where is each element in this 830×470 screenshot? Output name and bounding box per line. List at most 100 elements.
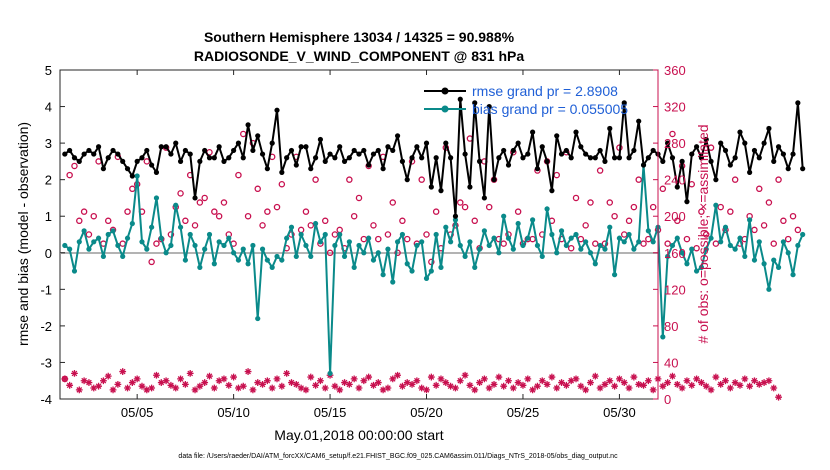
legend-rmse-marker [441,87,449,95]
bias-point [153,195,160,201]
assimilated-obs-marker [235,384,242,392]
bias-point [583,239,589,245]
bias-point [795,242,801,249]
bias-point [163,250,169,256]
assimilated-obs-marker [722,377,729,385]
y-axis-label: rmse and bias (model - observation) [15,122,31,346]
assimilated-obs-marker [693,375,700,383]
rmse-point [115,151,121,157]
assimilated-obs-marker [572,375,580,383]
assimilated-obs-marker [726,384,734,392]
assimilated-obs-marker [365,373,373,381]
bias-point [510,246,516,252]
bias-line [64,164,804,375]
rmse-point [611,155,618,161]
y2-tick-label: 320 [664,100,686,115]
possible-obs-marker [461,203,469,211]
rmse-point [95,144,102,150]
rmse-point [491,177,497,183]
bias-point [520,242,526,249]
rmse-point [693,144,700,150]
rmse-point [448,155,454,161]
assimilated-obs-marker [611,382,618,390]
bias-point [433,231,439,238]
rmse-point [293,162,299,168]
bias-point [737,235,743,241]
bias-point [86,246,92,252]
y-tick-label: 1 [45,209,52,224]
assimilated-obs-marker [341,379,348,386]
assimilated-obs-marker [770,384,778,392]
y2-tick-label: 160 [664,246,686,261]
bias-point [742,253,748,260]
possible-obs-marker [683,235,691,243]
bias-point [525,235,531,241]
rmse-point [597,147,603,154]
assimilated-obs-marker [85,379,93,386]
assimilated-obs-marker [254,379,262,386]
rmse-point [558,151,565,157]
bias-point [689,246,695,252]
rmse-point [583,151,589,157]
possible-obs-marker [355,194,363,202]
rmse-point [602,158,608,164]
rmse-point [568,155,574,161]
assimilated-obs-marker [688,381,696,389]
rmse-point [231,147,237,154]
possible-obs-marker [264,208,271,215]
assimilated-obs-marker [71,370,78,377]
assimilated-obs-marker [452,384,459,392]
data-file-footnote: data file: /Users/raeder/DAI/ATM_forcXX/… [178,453,618,460]
possible-obs-marker [457,199,464,206]
rmse-point [240,155,246,161]
rmse-point [221,158,227,164]
bias-point [732,246,738,252]
rmse-point [496,155,502,161]
bias-point [800,231,806,238]
bias-point [544,206,550,212]
bias-point [332,242,338,249]
assimilated-obs-marker [345,380,353,388]
bias-point [558,228,565,234]
assimilated-obs-marker [587,379,594,386]
rmse-point [366,162,372,168]
possible-obs-marker [71,162,78,170]
possible-obs-marker [307,222,315,229]
bias-point [139,239,145,245]
rmse-point [563,147,569,154]
bias-point [549,231,555,238]
y-tick-label: -1 [40,282,52,297]
legend: rmse grand pr = 2.8908 bias grand pr = 0… [424,83,628,117]
bias-point [129,220,135,227]
rmse-point [177,158,184,164]
possible-obs-marker [399,217,406,225]
assimilated-obs-marker [524,375,532,383]
rmse-point [235,140,242,146]
possible-obs-marker [80,208,88,215]
bias-point [481,228,487,234]
bias-point [95,235,102,241]
rmse-point [573,129,579,135]
assimilated-obs-marker [601,380,609,388]
bias-point [698,264,705,270]
bias-point [206,231,213,238]
bias-point [105,231,111,238]
possible-obs-marker [756,185,763,193]
rmse-point [250,147,256,154]
possible-obs-marker [370,222,377,229]
bias-point [602,246,608,252]
possible-obs-marker [702,231,710,238]
bias-point [626,231,632,238]
rmse-point [332,155,338,161]
bias-point [616,235,623,241]
assimilated-obs-marker [543,380,551,388]
possible-obs-marker [220,199,228,206]
rmse-point [245,122,251,128]
x-tick-label: 05/20 [410,405,443,420]
rmse-point [631,147,637,154]
assimilated-obs-marker [220,375,228,383]
bias-point [573,231,579,238]
possible-obs-marker [592,240,599,247]
rmse-point [269,140,275,146]
rmse-point [645,155,651,161]
